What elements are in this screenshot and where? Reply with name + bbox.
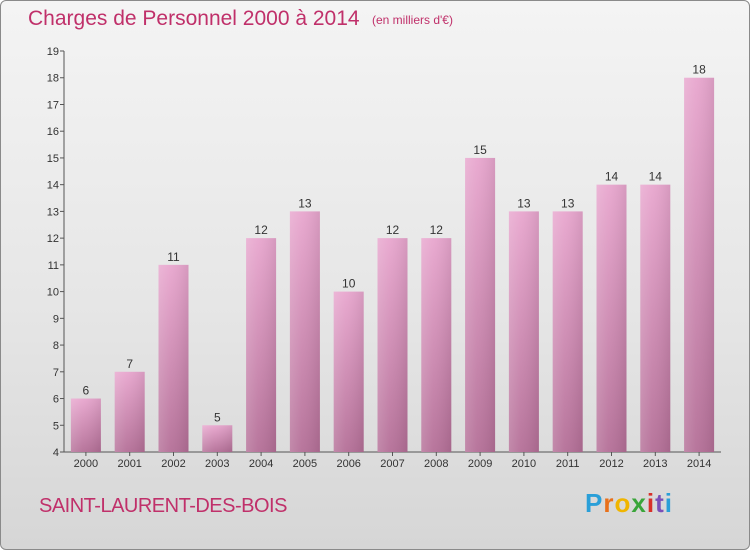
x-tick-label: 2002 <box>161 458 185 470</box>
bar-sheen <box>465 157 496 452</box>
bar-sheen <box>640 184 671 452</box>
y-tick-label: 8 <box>53 340 59 352</box>
bar-value-label: 7 <box>126 357 133 371</box>
y-tick-label: 11 <box>48 260 59 272</box>
bar-sheen <box>596 184 627 452</box>
bar-value-label: 6 <box>83 384 90 398</box>
y-tick-label: 16 <box>47 126 59 138</box>
x-tick-label: 2001 <box>117 458 141 470</box>
x-tick-label: 2008 <box>424 458 448 470</box>
bar-sheen <box>508 211 539 452</box>
y-tick-label: 9 <box>53 313 59 325</box>
y-tick-label: 5 <box>53 420 59 432</box>
y-tick-label: 17 <box>47 99 59 111</box>
x-tick-label: 2004 <box>249 458 273 470</box>
y-tick-label: 15 <box>47 153 59 165</box>
proxiti-logo: Proxiti <box>585 488 673 519</box>
bar-sheen <box>114 371 145 452</box>
x-tick-label: 2006 <box>336 458 360 470</box>
bar-sheen <box>289 211 320 452</box>
y-tick-label: 19 <box>47 46 59 58</box>
x-tick-label: 2010 <box>512 458 536 470</box>
bar-value-label: 12 <box>254 223 268 237</box>
bar-value-label: 14 <box>649 170 663 184</box>
chart-title: Charges de Personnel 2000 à 2014 <box>28 7 360 30</box>
bar-sheen <box>70 398 101 452</box>
bar-sheen <box>333 291 364 452</box>
logo-letter: i <box>664 488 673 518</box>
bar-sheen <box>202 425 233 452</box>
bar-sheen <box>246 238 277 452</box>
x-tick-label: 2003 <box>205 458 229 470</box>
bar-value-label: 14 <box>605 170 619 184</box>
y-tick-label: 14 <box>47 180 59 192</box>
bar-value-label: 13 <box>298 196 312 210</box>
bar-sheen <box>377 238 408 452</box>
bar-value-label: 5 <box>214 410 221 424</box>
x-tick-label: 2000 <box>74 458 98 470</box>
bar-value-label: 10 <box>342 277 356 291</box>
y-tick-label: 4 <box>53 447 59 459</box>
logo-letter: r <box>603 488 615 518</box>
bar-sheen <box>552 211 583 452</box>
x-tick-label: 2011 <box>556 458 580 470</box>
bar-value-label: 12 <box>430 223 444 237</box>
x-tick-label: 2014 <box>687 458 711 470</box>
y-tick-label: 12 <box>47 233 59 245</box>
y-tick-label: 7 <box>53 367 59 379</box>
y-tick-label: 6 <box>53 394 59 406</box>
bar-sheen <box>684 77 715 452</box>
bar-value-label: 15 <box>473 143 487 157</box>
x-tick-label: 2005 <box>293 458 317 470</box>
x-tick-label: 2012 <box>599 458 623 470</box>
bar-sheen <box>421 238 452 452</box>
bar-value-label: 13 <box>517 196 531 210</box>
chart-bars <box>70 77 715 452</box>
logo-letter: P <box>585 488 604 518</box>
logo-letter: t <box>655 488 665 518</box>
logo-letter: x <box>631 488 647 518</box>
y-tick-label: 10 <box>47 287 59 299</box>
bar-value-label: 11 <box>167 250 180 264</box>
x-tick-label: 2007 <box>380 458 404 470</box>
x-tick-label: 2009 <box>468 458 492 470</box>
y-tick-label: 13 <box>47 206 59 218</box>
bar-sheen <box>158 264 189 452</box>
chart-labels: 6 2000 7 2001 11 2002 5 2003 12 2004 13 2005 10 2006 1… <box>74 63 712 470</box>
commune-name: SAINT-LAURENT-DES-BOIS <box>39 495 287 517</box>
bar-value-label: 13 <box>561 196 575 210</box>
bar-value-label: 18 <box>692 63 706 77</box>
bar-value-label: 12 <box>386 223 400 237</box>
x-tick-label: 2013 <box>643 458 667 470</box>
logo-letter: i <box>646 488 656 518</box>
chart-subtitle: (en milliers d'€) <box>372 13 453 27</box>
y-tick-label: 18 <box>47 73 59 85</box>
logo-letter: o <box>614 488 632 518</box>
